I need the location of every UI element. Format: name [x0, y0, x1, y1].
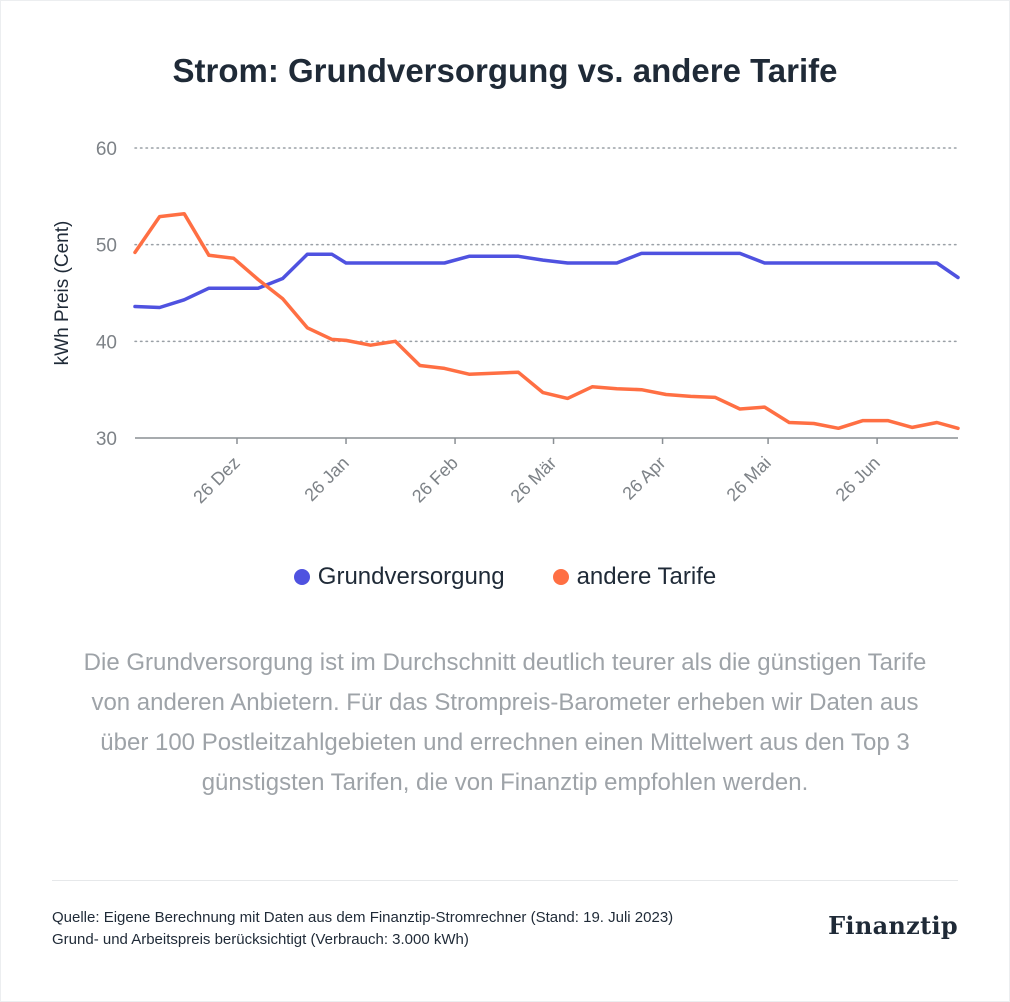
x-tick-label-3: 26 Mär [507, 453, 561, 507]
y-axis-label: kWh Preis (Cent) [52, 221, 73, 366]
line-chart: 30 40 50 60 26 Dez 26 Jan 26 Feb 26 Mär 26 Apr 26… [52, 139, 960, 507]
x-tick-label-0: 26 Dez [189, 453, 243, 507]
legend-label-andere-tarife: andere Tarife [576, 563, 717, 590]
series-line-andere-tarife [133, 211, 960, 431]
source-line-2: Grund- und Arbeitspreis berücksichtigt (… [52, 931, 469, 948]
x-tick-label-2: 26 Feb [408, 453, 462, 507]
y-tick-label-40: 40 [96, 332, 117, 353]
legend-item-andere-tarife[interactable]: andere Tarife [552, 563, 717, 591]
x-tick-label-5: 26 Mai [723, 453, 775, 505]
legend-marker-grundversorgung [293, 569, 310, 585]
chart-description: Die Grundversorgung ist im Durchschnitt … [83, 649, 927, 796]
y-tick-label-50: 50 [96, 236, 117, 257]
source-note: Quelle: Eigene Berechnung mit Daten aus … [52, 907, 673, 951]
chart-legend: Grundversorgung andere Tarife [0, 563, 1010, 591]
series-line-grundversorgung [133, 251, 960, 310]
finanztip-logo: Finanztip [828, 911, 958, 940]
y-tick-label-60: 60 [96, 139, 117, 160]
x-tick-label-6: 26 Jun [832, 453, 884, 505]
legend-marker-andere-tarife [552, 569, 569, 585]
legend-label-grundversorgung: Grundversorgung [317, 563, 505, 590]
chart-title: Strom: Grundversorgung vs. andere Tarife [172, 52, 838, 89]
x-tick-label-1: 26 Jan [300, 453, 352, 505]
x-tick-label-4: 26 Apr [618, 453, 669, 504]
source-line-1: Quelle: Eigene Berechnung mit Daten aus … [52, 909, 674, 926]
footer-divider [52, 880, 958, 881]
legend-item-grundversorgung[interactable]: Grundversorgung [293, 563, 505, 591]
y-tick-label-30: 30 [96, 429, 117, 450]
